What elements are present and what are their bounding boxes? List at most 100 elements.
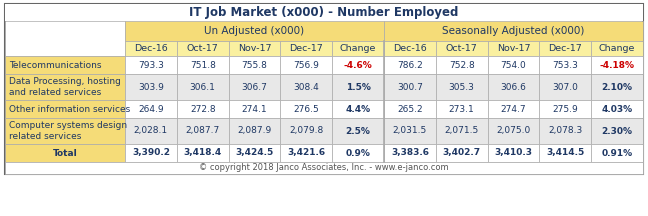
Bar (281, 100, 332, 118)
Text: 273.1: 273.1 (449, 105, 474, 113)
Text: 0.9%: 0.9% (345, 149, 371, 157)
Text: 752.8: 752.8 (449, 60, 474, 70)
Bar (539, 56, 591, 74)
Text: 3,383.6: 3,383.6 (391, 149, 429, 157)
Bar (539, 144, 591, 162)
Text: 1.5%: 1.5% (345, 83, 371, 92)
Bar (5, 118, 125, 144)
Bar (539, 41, 591, 56)
Bar (436, 41, 487, 56)
Bar (125, 74, 177, 100)
Text: 2,031.5: 2,031.5 (393, 127, 427, 135)
Text: 2,087.7: 2,087.7 (185, 127, 220, 135)
Bar (436, 56, 487, 74)
Bar (384, 74, 436, 100)
Text: 3,418.4: 3,418.4 (183, 149, 222, 157)
Bar (384, 144, 436, 162)
Text: 2,028.1: 2,028.1 (134, 127, 168, 135)
Bar (384, 21, 643, 41)
Text: 3,402.7: 3,402.7 (443, 149, 481, 157)
Bar (332, 56, 384, 74)
Text: Data Processing, hosting
and related services: Data Processing, hosting and related ser… (9, 77, 121, 97)
Bar (591, 118, 643, 144)
Bar (177, 100, 229, 118)
Bar (591, 74, 643, 100)
Bar (539, 100, 591, 118)
Text: 2,075.0: 2,075.0 (496, 127, 531, 135)
Text: Dec-17: Dec-17 (548, 44, 582, 53)
Text: 4.03%: 4.03% (601, 105, 632, 113)
Text: 264.9: 264.9 (138, 105, 164, 113)
Bar (332, 41, 384, 56)
Text: Computer systems design
related services: Computer systems design related services (9, 121, 127, 141)
Bar (591, 41, 643, 56)
Text: 306.6: 306.6 (500, 83, 526, 92)
Bar (539, 74, 591, 100)
Bar (125, 100, 177, 118)
Text: 272.8: 272.8 (190, 105, 216, 113)
Text: 756.9: 756.9 (294, 60, 319, 70)
Text: Seasonally Adjusted (x000): Seasonally Adjusted (x000) (443, 26, 584, 36)
Bar (332, 74, 384, 100)
Text: © copyright 2018 Janco Associates, Inc. - www.e-janco.com: © copyright 2018 Janco Associates, Inc. … (199, 164, 449, 173)
Text: 306.1: 306.1 (190, 83, 216, 92)
Bar (5, 100, 125, 118)
Bar (332, 144, 384, 162)
Bar (281, 144, 332, 162)
Bar (229, 118, 281, 144)
Bar (281, 118, 332, 144)
Text: 265.2: 265.2 (397, 105, 422, 113)
Bar (487, 118, 539, 144)
Bar (5, 162, 643, 174)
Text: -4.18%: -4.18% (599, 60, 634, 70)
Text: 2.5%: 2.5% (345, 127, 371, 135)
Bar (332, 118, 384, 144)
Bar (384, 100, 436, 118)
Text: Other information services: Other information services (9, 105, 130, 113)
Bar (5, 144, 125, 162)
Bar (5, 56, 125, 74)
Text: Dec-16: Dec-16 (393, 44, 427, 53)
Bar (487, 100, 539, 118)
Text: 2.10%: 2.10% (601, 83, 632, 92)
Bar (487, 74, 539, 100)
Bar (487, 144, 539, 162)
Text: 306.7: 306.7 (242, 83, 268, 92)
Text: 2,078.3: 2,078.3 (548, 127, 583, 135)
Bar (177, 41, 229, 56)
Bar (5, 21, 125, 56)
Bar (125, 21, 384, 41)
Text: Dec-16: Dec-16 (134, 44, 168, 53)
Text: 3,421.6: 3,421.6 (287, 149, 325, 157)
Bar (177, 118, 229, 144)
Text: 3,390.2: 3,390.2 (132, 149, 170, 157)
Text: 754.0: 754.0 (501, 60, 526, 70)
Bar (436, 74, 487, 100)
Text: Dec-17: Dec-17 (290, 44, 323, 53)
Text: 2,087.9: 2,087.9 (237, 127, 272, 135)
Text: 4.4%: 4.4% (345, 105, 371, 113)
Bar (229, 100, 281, 118)
Text: -4.6%: -4.6% (343, 60, 373, 70)
Bar (229, 144, 281, 162)
Bar (591, 56, 643, 74)
Bar (539, 118, 591, 144)
Text: 0.91%: 0.91% (601, 149, 632, 157)
Text: 308.4: 308.4 (294, 83, 319, 92)
Bar (5, 4, 643, 174)
Text: 3,414.5: 3,414.5 (546, 149, 584, 157)
Bar (125, 144, 177, 162)
Text: 753.3: 753.3 (552, 60, 578, 70)
Bar (487, 41, 539, 56)
Bar (125, 56, 177, 74)
Text: 751.8: 751.8 (190, 60, 216, 70)
Bar (229, 74, 281, 100)
Bar (591, 144, 643, 162)
Text: Telecommunications: Telecommunications (9, 60, 102, 70)
Text: Nov-17: Nov-17 (497, 44, 530, 53)
Text: Change: Change (599, 44, 635, 53)
Bar (436, 144, 487, 162)
Bar (229, 56, 281, 74)
Text: 275.9: 275.9 (553, 105, 578, 113)
Text: 274.1: 274.1 (242, 105, 268, 113)
